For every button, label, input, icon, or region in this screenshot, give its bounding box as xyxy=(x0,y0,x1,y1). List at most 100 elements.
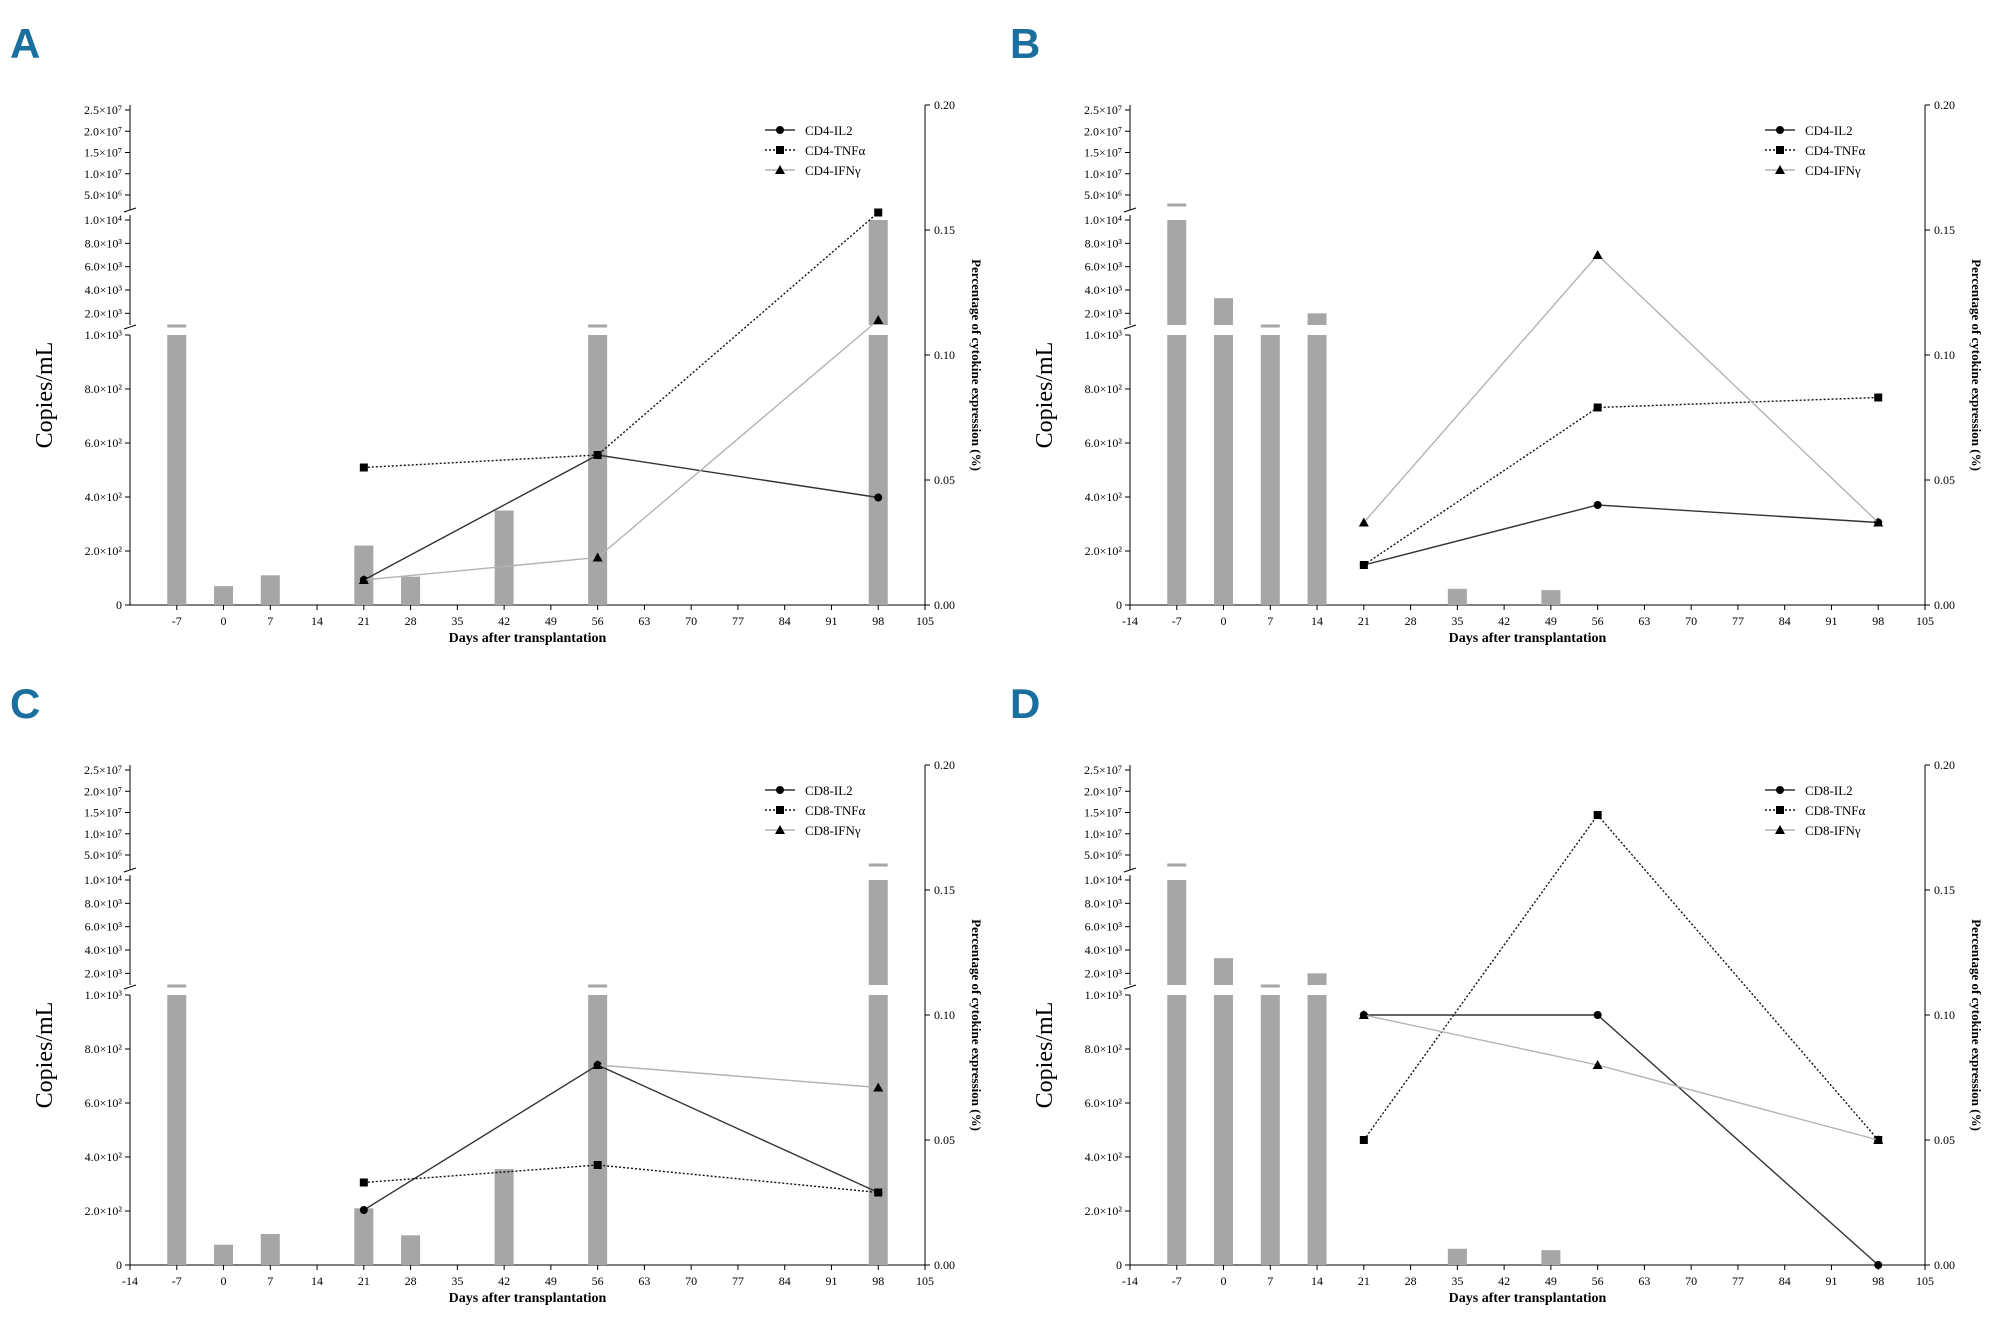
series-point xyxy=(358,575,369,584)
x-tick-label: 105 xyxy=(1916,614,1934,628)
bar xyxy=(1447,588,1467,605)
chart-d: 2.5×10⁷ 2.0×10⁷ 1.5×10⁷ 1.0×10⁷ 5.0×10⁶ 1.0×1… xyxy=(1032,758,1984,1306)
x-axis-label: Days after transplantation xyxy=(449,1291,607,1306)
series-line xyxy=(1363,1014,1879,1141)
x-tick-label: 63 xyxy=(1638,1274,1650,1288)
y2-axis-label: Percentage of cytokine expression (%) xyxy=(969,259,984,471)
x-tick-label: 7 xyxy=(267,614,273,628)
x-tick-label: 77 xyxy=(732,614,744,628)
right-tick-label: 0.15 xyxy=(934,223,955,237)
x-tick-label: 0 xyxy=(1221,1274,1227,1288)
right-tick-label: 0.05 xyxy=(934,473,955,487)
axis-break-mark xyxy=(123,324,137,330)
x-tick-label: 7 xyxy=(267,1274,273,1288)
legend-label: CD4-IFNγ xyxy=(805,163,861,178)
panel-a: A 2.5×10⁷ 2.0×10⁷ 1.5×10⁷ 1.0×10⁷ 5.0×10⁶ 1.0… xyxy=(10,20,990,660)
legend-marker xyxy=(1776,146,1784,154)
left-tick-label: 2.0×10² xyxy=(85,544,123,558)
left-tick-label: 1.0×10⁷ xyxy=(84,167,122,181)
bar xyxy=(401,576,421,605)
left-tick-label: 2.0×10² xyxy=(1085,1204,1123,1218)
legend-label: CD8-IL2 xyxy=(805,783,853,798)
left-tick-label: 4.0×10³ xyxy=(85,943,123,957)
left-tick-label: 2.0×10³ xyxy=(85,306,123,320)
series-point xyxy=(593,451,602,459)
x-tick-label: 63 xyxy=(1638,614,1650,628)
left-tick-label: 6.0×10² xyxy=(1085,436,1123,450)
y-axis-label: Copies/mL xyxy=(32,1002,58,1109)
x-tick-label: 84 xyxy=(1779,1274,1791,1288)
left-tick-label: 8.0×10² xyxy=(1085,382,1123,396)
x-tick-label: 98 xyxy=(872,614,884,628)
legend-marker xyxy=(1775,825,1785,834)
left-tick-label: 1.0×10⁷ xyxy=(1084,167,1122,181)
x-tick-label: 21 xyxy=(1358,614,1370,628)
series-point xyxy=(359,1178,368,1187)
panel-letter: C xyxy=(10,680,41,727)
bar xyxy=(1214,995,1234,1265)
x-tick-label: 56 xyxy=(592,1274,604,1288)
bar-upper xyxy=(1214,958,1234,985)
legend-label: CD8-IFNγ xyxy=(805,823,861,838)
x-axis-label: Days after transplantation xyxy=(1449,631,1607,646)
legend-marker xyxy=(776,786,784,794)
series-point xyxy=(874,208,883,217)
x-tick-label: -7 xyxy=(172,1274,182,1288)
x-tick-label: 91 xyxy=(1825,614,1837,628)
bar-upper xyxy=(868,220,888,325)
legend-label: CD4-TNFα xyxy=(805,143,865,158)
axis-break-mark xyxy=(123,867,137,873)
series-line xyxy=(1363,253,1879,524)
legend-marker xyxy=(776,146,784,154)
left-tick-label: 8.0×10² xyxy=(85,382,123,396)
series-point xyxy=(1593,501,1602,509)
left-tick-label: 5.0×10⁶ xyxy=(84,188,122,202)
x-tick-label: 35 xyxy=(1451,614,1463,628)
bar-upper xyxy=(1167,880,1187,985)
left-tick-label: 6.0×10³ xyxy=(1085,920,1123,934)
right-tick-label: 0.10 xyxy=(1934,348,1955,362)
left-tick-label: 6.0×10² xyxy=(85,436,123,450)
right-tick-label: 0.00 xyxy=(1934,598,1955,612)
x-tick-label: 28 xyxy=(405,614,417,628)
chart-a: 2.5×10⁷ 2.0×10⁷ 1.5×10⁷ 1.0×10⁷ 5.0×10⁶ 1.0×1… xyxy=(32,98,984,646)
left-tick-label: 2.5×10⁷ xyxy=(1084,103,1122,117)
series-line xyxy=(1363,1014,1879,1266)
right-tick-label: 0.20 xyxy=(1934,98,1955,112)
panel-letter: A xyxy=(10,20,41,67)
series-point xyxy=(1358,1010,1369,1019)
series-point xyxy=(873,315,884,324)
chart-b: 2.5×10⁷ 2.0×10⁷ 1.5×10⁷ 1.0×10⁷ 5.0×10⁶ 1.0×1… xyxy=(1032,98,1984,646)
bar xyxy=(167,995,187,1265)
left-tick-label: 0 xyxy=(116,1258,122,1272)
x-tick-label: -14 xyxy=(1122,1274,1138,1288)
left-tick-label: 8.0×10³ xyxy=(85,896,123,910)
x-tick-label: 77 xyxy=(1732,614,1744,628)
panel-b: B 2.5×10⁷ 2.0×10⁷ 1.5×10⁷ 1.0×10⁷ 5.0×10⁶ 1.0… xyxy=(1010,20,1990,660)
right-tick-label: 0.20 xyxy=(934,758,955,772)
series-point xyxy=(1593,1011,1602,1019)
left-tick-label: 2.0×10⁷ xyxy=(84,124,122,138)
x-tick-label: 70 xyxy=(685,1274,697,1288)
x-tick-label: 42 xyxy=(498,1274,510,1288)
x-tick-label: 84 xyxy=(779,614,791,628)
legend-marker xyxy=(1776,126,1784,134)
x-tick-label: -7 xyxy=(1172,1274,1182,1288)
x-tick-label: 14 xyxy=(1311,614,1323,628)
right-tick-label: 0.15 xyxy=(1934,883,1955,897)
bar xyxy=(1260,335,1280,605)
left-tick-label: 1.5×10⁷ xyxy=(1084,146,1122,160)
bar xyxy=(1260,995,1280,1265)
bar xyxy=(494,1169,514,1265)
bar xyxy=(214,1244,234,1265)
x-tick-label: 98 xyxy=(1872,614,1884,628)
series-point xyxy=(1593,811,1602,819)
x-tick-label: 14 xyxy=(311,614,323,628)
x-tick-label: 7 xyxy=(1267,614,1273,628)
left-tick-label: 4.0×10² xyxy=(1085,1150,1123,1164)
axis-break-mark xyxy=(1123,867,1137,873)
bar xyxy=(588,995,608,1265)
right-tick-label: 0.15 xyxy=(1934,223,1955,237)
left-tick-label: 2.5×10⁷ xyxy=(84,103,122,117)
right-tick-label: 0.00 xyxy=(1934,1258,1955,1272)
